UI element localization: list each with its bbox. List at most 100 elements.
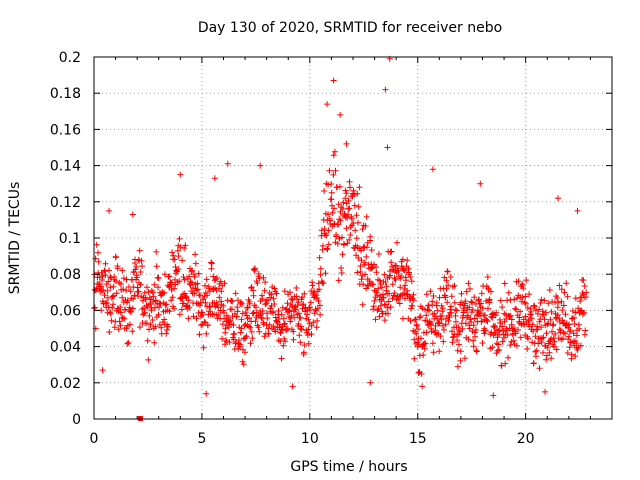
- data-point: [310, 319, 317, 326]
- data-point: [470, 343, 477, 350]
- data-point: [565, 333, 572, 340]
- data-point: [376, 313, 383, 320]
- data-point: [545, 320, 552, 327]
- data-point: [296, 332, 303, 339]
- data-point: [113, 290, 120, 297]
- data-point: [411, 336, 418, 343]
- data-point: [556, 282, 563, 289]
- data-point: [362, 223, 369, 229]
- data-point: [233, 313, 240, 320]
- data-point: [528, 308, 535, 315]
- data-point: [546, 349, 553, 356]
- data-point: [177, 171, 184, 178]
- data-point: [359, 226, 366, 233]
- data-point: [378, 298, 385, 305]
- data-point: [323, 245, 330, 252]
- data-point: [362, 271, 369, 278]
- data-point: [413, 321, 420, 328]
- data-point: [388, 259, 395, 266]
- data-point: [411, 317, 418, 323]
- data-point: [151, 339, 158, 346]
- data-point: [109, 293, 116, 300]
- data-point: [200, 296, 207, 303]
- data-point: [204, 322, 211, 329]
- data-point: [406, 269, 412, 276]
- data-point: [483, 298, 489, 305]
- y-tick-label: 0.14: [50, 159, 81, 175]
- data-point: [515, 278, 522, 285]
- data-point: [510, 337, 517, 344]
- x-tick-label: 15: [409, 431, 427, 447]
- data-point: [513, 306, 520, 313]
- data-point: [214, 274, 220, 281]
- data-point: [482, 312, 489, 319]
- data-point: [329, 209, 336, 216]
- data-point: [534, 326, 541, 333]
- data-point: [529, 339, 536, 346]
- data-point: [330, 171, 337, 178]
- data-point: [519, 281, 526, 288]
- data-point: [490, 392, 497, 399]
- data-point: [537, 300, 544, 306]
- data-point: [452, 312, 459, 319]
- data-point: [286, 307, 293, 314]
- data-point: [171, 305, 177, 312]
- data-point: [363, 253, 370, 260]
- data-point: [395, 296, 402, 303]
- data-point: [394, 239, 400, 246]
- data-point: [339, 205, 346, 212]
- data-point: [373, 289, 380, 296]
- data-point: [202, 282, 208, 289]
- data-point: [541, 297, 548, 304]
- data-point: [284, 325, 291, 332]
- data-point: [203, 276, 210, 283]
- data-point: [558, 286, 565, 293]
- data-point: [530, 360, 537, 367]
- data-point: [355, 255, 362, 261]
- data-point: [371, 298, 378, 304]
- data-point: [248, 328, 255, 335]
- y-axis-label: SRMTID / TECUs: [7, 182, 23, 295]
- data-point: [194, 280, 201, 287]
- data-point: [335, 221, 342, 228]
- data-point: [295, 310, 302, 317]
- data-point: [505, 289, 512, 296]
- data-point: [530, 328, 537, 335]
- data-point: [206, 308, 213, 315]
- data-point: [336, 235, 343, 242]
- data-point: [499, 338, 506, 345]
- data-point: [466, 325, 473, 332]
- data-point: [304, 332, 311, 338]
- data-point: [576, 325, 583, 332]
- data-point: [448, 303, 454, 310]
- data-point: [532, 333, 539, 340]
- data-point: [489, 344, 496, 351]
- data-point: [298, 323, 304, 330]
- data-point: [395, 267, 402, 274]
- data-point: [426, 307, 432, 314]
- data-point: [177, 244, 184, 251]
- data-point: [361, 259, 368, 266]
- data-point: [536, 365, 543, 372]
- data-point: [106, 267, 112, 274]
- data-point: [451, 299, 458, 306]
- data-point: [508, 316, 515, 323]
- data-point: [256, 328, 263, 335]
- data-point: [250, 292, 257, 299]
- data-point: [217, 278, 224, 285]
- data-point: [307, 299, 314, 306]
- data-point: [419, 305, 426, 312]
- y-tick-label: 0.02: [50, 376, 81, 392]
- data-point: [458, 290, 465, 297]
- data-point: [559, 307, 566, 314]
- data-point: [457, 357, 464, 364]
- data-point: [564, 293, 571, 300]
- data-point: [110, 301, 117, 308]
- data-point: [308, 331, 315, 338]
- data-point: [479, 340, 486, 346]
- data-point: [149, 317, 156, 323]
- data-point: [146, 326, 152, 333]
- data-point: [100, 287, 107, 294]
- data-point: [208, 259, 215, 266]
- data-point: [170, 252, 177, 259]
